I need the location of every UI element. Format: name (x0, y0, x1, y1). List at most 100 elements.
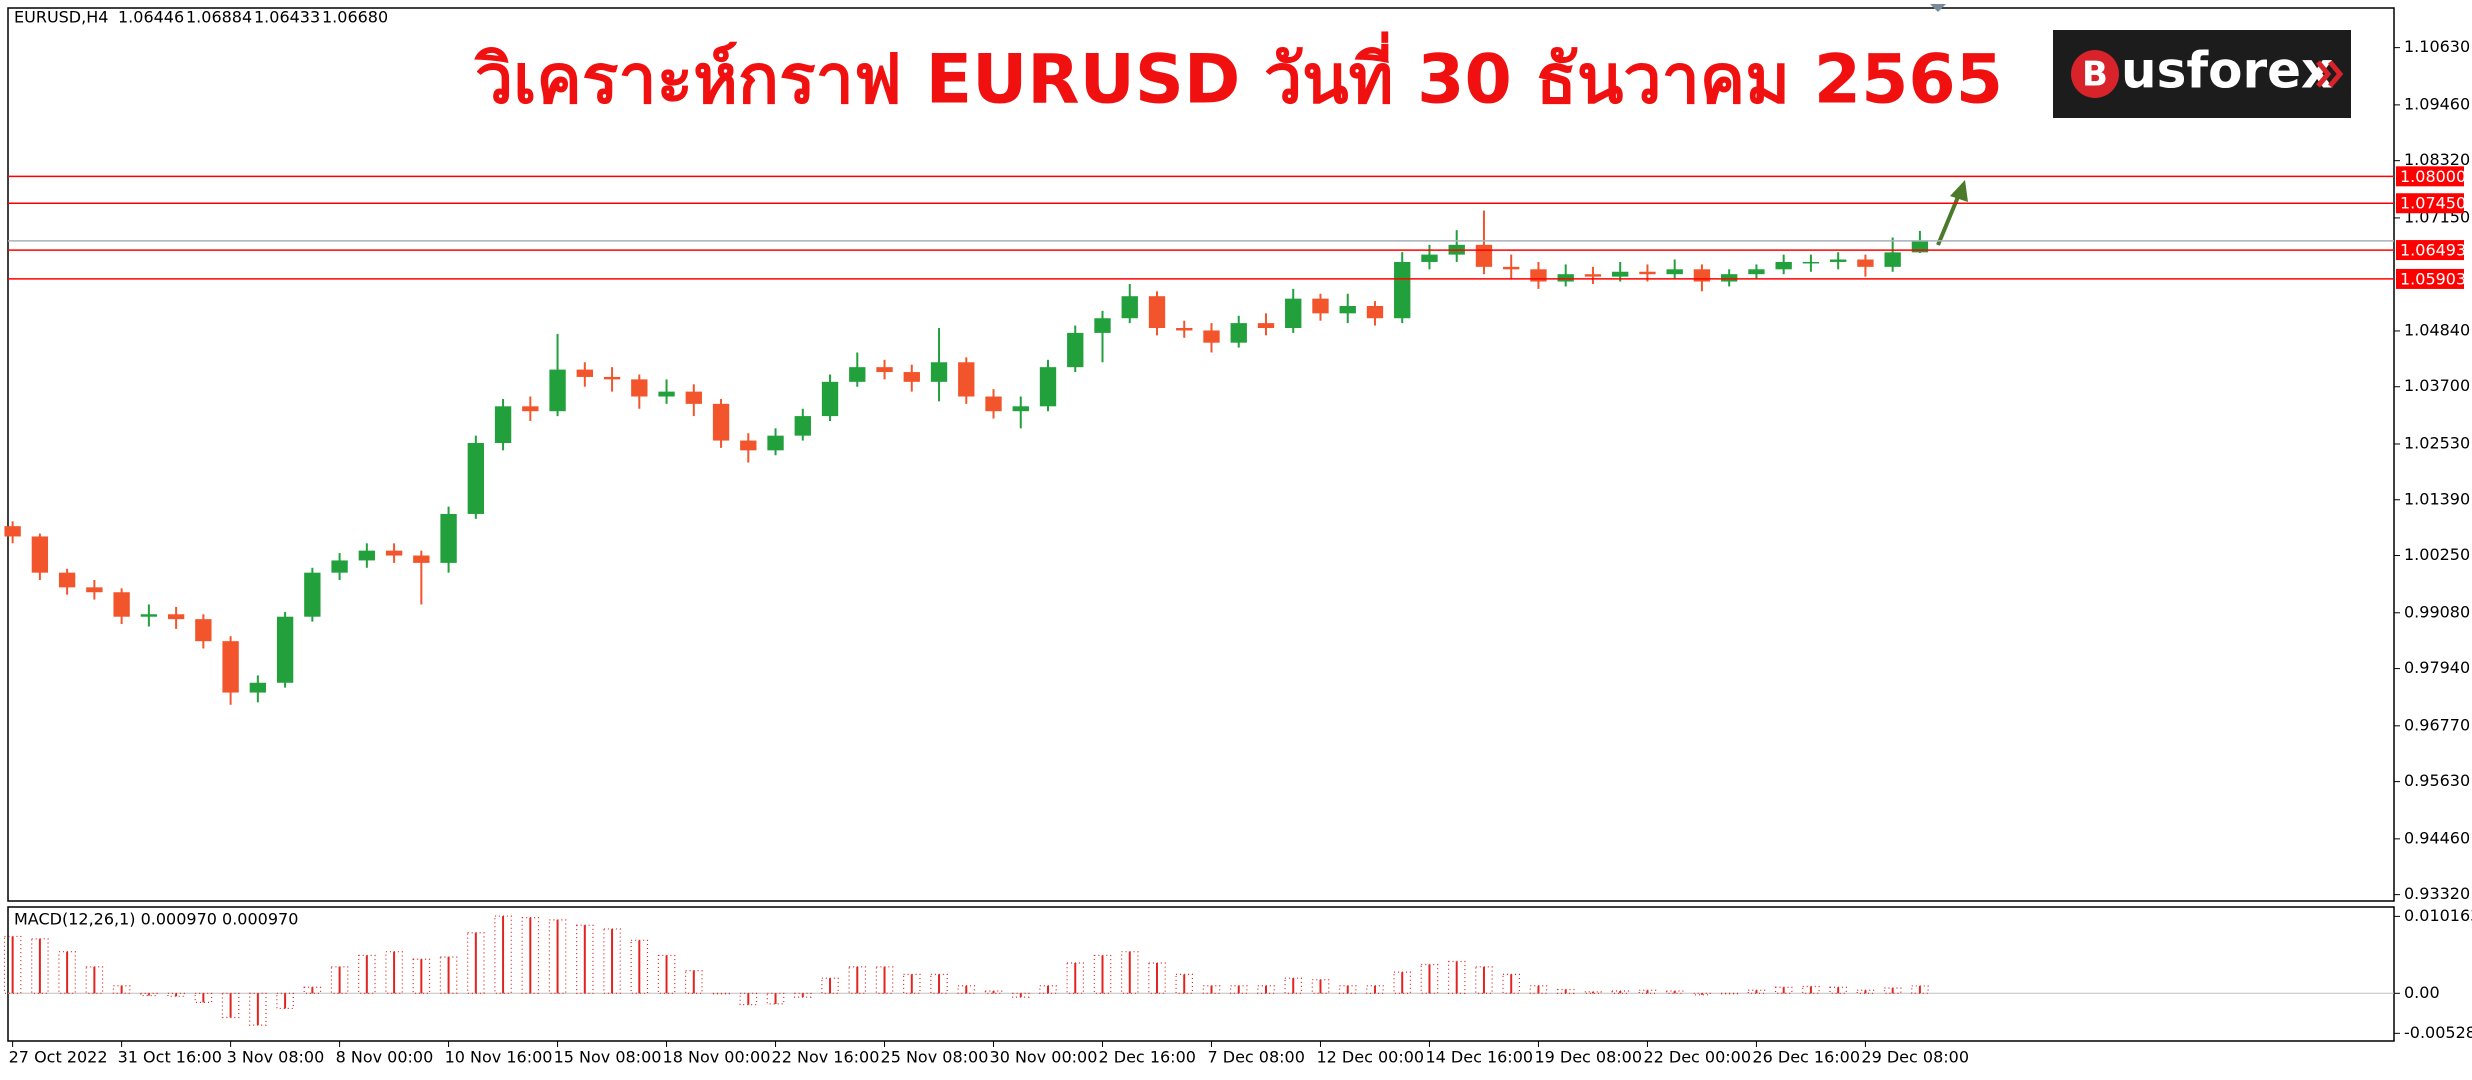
x-tick-label: 2 Dec 16:00 (1099, 1048, 1196, 1067)
candle-body (1312, 298, 1329, 314)
y-tick-label: 1.03700 (2404, 376, 2470, 395)
candle-body (1257, 323, 1275, 329)
candle-body (494, 406, 512, 444)
candle-body (1366, 305, 1384, 319)
candle-body (222, 641, 239, 693)
candle-body (195, 619, 212, 642)
candle-body (413, 555, 430, 563)
candle-body (631, 379, 648, 397)
candle-body (58, 572, 76, 588)
y-tick-label: 1.09460 (2404, 94, 2470, 113)
x-tick-label: 25 Nov 08:00 (881, 1048, 989, 1067)
candle-body (167, 614, 185, 620)
candle-body (1148, 296, 1166, 329)
x-tick-label: 26 Dec 16:00 (1752, 1048, 1860, 1067)
level-label-box (2396, 193, 2464, 214)
candle-body (358, 550, 376, 561)
candle-body (113, 592, 130, 617)
candle-body (1639, 271, 1656, 275)
candle-body (1884, 252, 1901, 267)
x-tick-label: 29 Dec 08:00 (1861, 1048, 1969, 1067)
x-tick-label: 22 Dec 00:00 (1643, 1048, 1751, 1067)
candle-body (1530, 269, 1547, 282)
candle-body (849, 367, 866, 382)
candle-body (1121, 296, 1138, 319)
y-tick-label: 1.10630 (2404, 37, 2470, 56)
x-tick-label: 18 Nov 00:00 (663, 1048, 771, 1067)
level-label-box (2396, 240, 2464, 261)
candle-body (658, 391, 675, 397)
candle-body (1829, 259, 1847, 262)
y-tick-label: 1.01390 (2404, 489, 2470, 508)
macd-y-tick-label: 0.010163 (2404, 906, 2472, 925)
level-label: 1.06493 (2400, 241, 2466, 260)
logo-text: usforex (2121, 42, 2333, 100)
x-tick-label: 31 Oct 16:00 (118, 1048, 222, 1067)
ohlc-label: 1.06433 (254, 8, 320, 27)
level-label: 1.08000 (2400, 167, 2466, 186)
candle-body (1012, 406, 1029, 412)
x-tick-label: 10 Nov 16:00 (445, 1048, 553, 1067)
y-tick-label: 1.00250 (2404, 545, 2470, 564)
candle-body (1557, 274, 1574, 282)
candle-body (385, 550, 403, 556)
y-tick-label: 1.02530 (2404, 433, 2470, 452)
x-tick-label: 12 Dec 00:00 (1316, 1048, 1424, 1067)
candle-body (1394, 261, 1411, 319)
arrow (1936, 191, 1962, 246)
candle-body (1230, 323, 1247, 343)
candle-body (1067, 332, 1084, 368)
candle-body (712, 403, 730, 441)
candle-body (1693, 269, 1711, 282)
macd-title: MACD(12,26,1) 0.000970 0.000970 (14, 910, 298, 929)
symbol: EURUSD,H4 (14, 8, 108, 27)
macd-bar (1720, 992, 1738, 995)
candle-body (1285, 298, 1302, 329)
x-tick-label: 3 Nov 08:00 (227, 1048, 325, 1067)
candle-body (1475, 244, 1493, 267)
candle-body (1721, 274, 1738, 282)
ohlc-label: 1.06680 (322, 8, 388, 27)
level-label-box (2396, 268, 2464, 289)
candle-body (1612, 271, 1629, 277)
ohlc-label: 1.06446 (118, 8, 184, 27)
candle-body (903, 372, 920, 382)
candle-body (440, 513, 457, 563)
x-tick-label: 27 Oct 2022 (9, 1048, 108, 1067)
candle-body (1911, 240, 1929, 253)
candle-body (767, 435, 784, 451)
candle-body (1748, 269, 1765, 275)
candle-body (576, 369, 593, 377)
candle-body (985, 396, 1002, 412)
arrow-head (1950, 180, 1968, 202)
y-tick-label: 0.96770 (2404, 715, 2470, 734)
y-tick-label: 0.99080 (2404, 602, 2470, 621)
candle-body (794, 416, 811, 436)
x-tick-label: 7 Dec 08:00 (1207, 1048, 1304, 1067)
x-tick-label: 30 Nov 00:00 (990, 1048, 1098, 1067)
y-tick-label: 0.97940 (2404, 658, 2470, 677)
candle-body (1203, 330, 1220, 343)
x-tick-label: 22 Nov 16:00 (772, 1048, 880, 1067)
ohlc-label: 1.06884 (186, 8, 252, 27)
candle-body (1039, 367, 1057, 407)
macd-y-tick-label: 0.00 (2404, 983, 2440, 1002)
candle-body (31, 536, 49, 573)
candle-body (304, 572, 321, 617)
candle-body (930, 362, 948, 382)
candle-body (740, 440, 757, 451)
candle-body (1666, 269, 1683, 275)
y-tick-label: 1.04840 (2404, 320, 2470, 339)
macd-bar (712, 992, 730, 995)
candle-body (549, 369, 566, 412)
candle-body (603, 376, 621, 380)
candle-body (876, 367, 893, 373)
x-tick-label: 19 Dec 08:00 (1534, 1048, 1642, 1067)
candle-body (821, 381, 839, 417)
candle-body (249, 682, 267, 693)
candle-body (522, 406, 539, 412)
candle-body (1339, 305, 1356, 314)
x-tick-label: 15 Nov 08:00 (554, 1048, 662, 1067)
candle-body (1802, 261, 1820, 264)
